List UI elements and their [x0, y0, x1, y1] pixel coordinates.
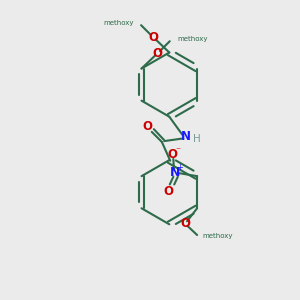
Text: O: O [142, 120, 152, 133]
Text: O: O [180, 217, 190, 230]
Text: methoxy: methoxy [103, 20, 134, 26]
Text: N: N [181, 130, 191, 143]
Text: O: O [168, 148, 178, 161]
Text: +: + [176, 163, 183, 172]
Text: methoxy: methoxy [177, 36, 208, 42]
Text: O: O [148, 31, 158, 44]
Text: H: H [193, 134, 201, 144]
Text: methoxy: methoxy [202, 233, 233, 239]
Text: ⁻: ⁻ [175, 146, 180, 157]
Text: N: N [169, 166, 180, 179]
Text: O: O [153, 46, 163, 60]
Text: O: O [163, 185, 173, 198]
